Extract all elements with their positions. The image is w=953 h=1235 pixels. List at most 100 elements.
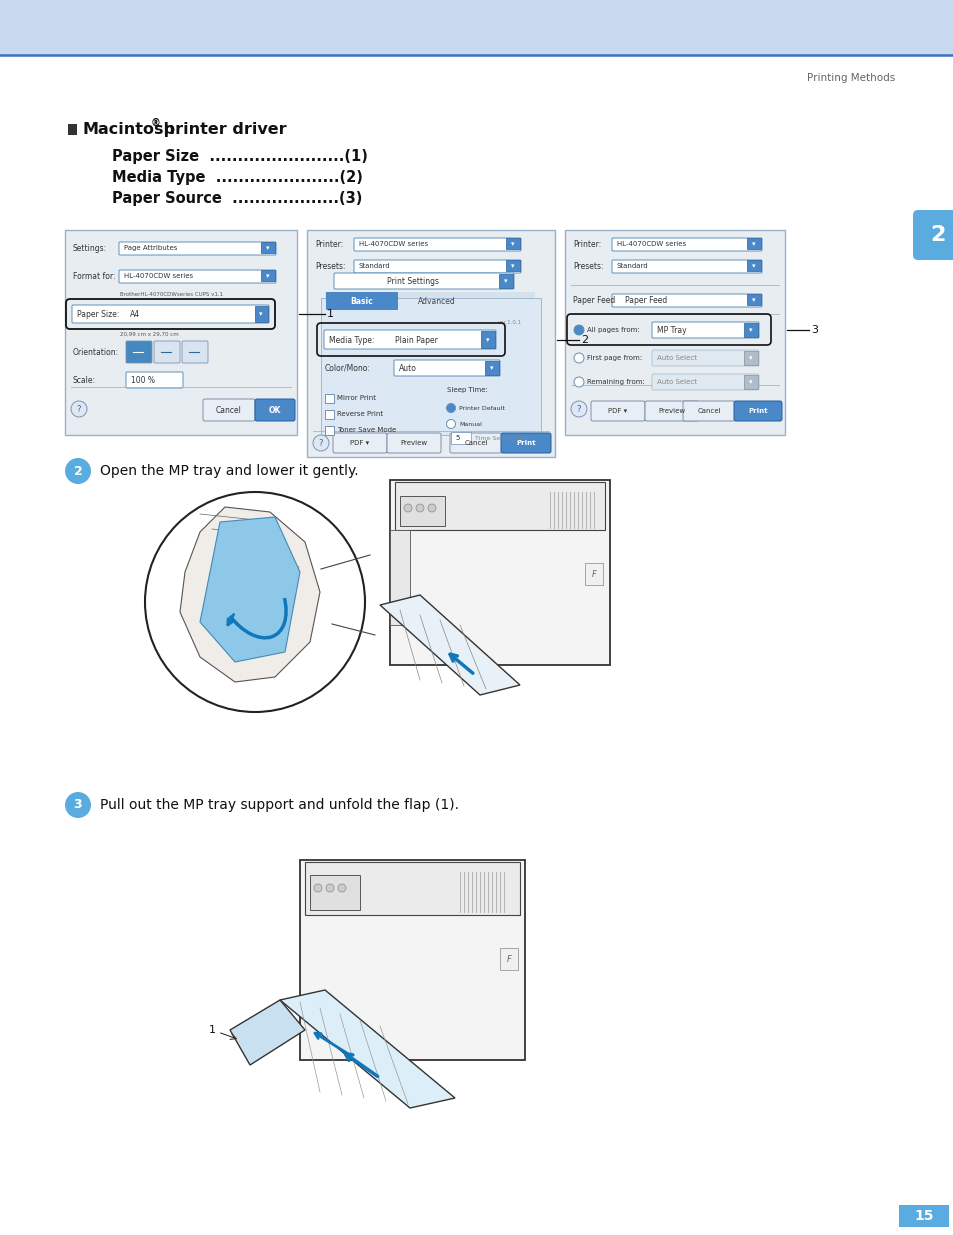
Text: BrotherHL-4070CDWseries CUPS v1.1: BrotherHL-4070CDWseries CUPS v1.1 — [120, 291, 223, 296]
Circle shape — [326, 884, 334, 892]
Text: Media Type:: Media Type: — [329, 336, 375, 345]
FancyBboxPatch shape — [71, 305, 269, 324]
FancyBboxPatch shape — [612, 294, 761, 308]
Polygon shape — [230, 1000, 305, 1065]
Text: Reverse Print: Reverse Print — [336, 411, 383, 417]
Text: Format for:: Format for: — [73, 272, 115, 280]
Text: Auto Select: Auto Select — [657, 379, 697, 385]
Text: Paper Size  ........................(1): Paper Size ........................(1) — [112, 148, 368, 163]
FancyBboxPatch shape — [299, 860, 524, 1060]
Text: ▾: ▾ — [511, 241, 515, 247]
FancyBboxPatch shape — [394, 359, 499, 375]
FancyBboxPatch shape — [65, 230, 296, 435]
Text: ▾: ▾ — [748, 379, 752, 385]
Text: Printer:: Printer: — [314, 240, 343, 248]
Text: printer driver: printer driver — [158, 121, 286, 137]
Text: 3: 3 — [810, 325, 817, 335]
FancyBboxPatch shape — [334, 273, 514, 289]
Circle shape — [574, 377, 583, 387]
Text: Preview: Preview — [400, 440, 427, 446]
Circle shape — [65, 458, 91, 484]
Text: F: F — [591, 569, 596, 578]
Circle shape — [65, 792, 91, 818]
FancyBboxPatch shape — [153, 341, 180, 363]
FancyBboxPatch shape — [644, 401, 699, 421]
Text: All pages from:: All pages from: — [586, 327, 639, 333]
FancyBboxPatch shape — [203, 399, 254, 421]
Text: 2: 2 — [73, 464, 82, 478]
Text: F: F — [506, 955, 511, 963]
Circle shape — [71, 401, 87, 417]
Circle shape — [571, 401, 586, 417]
Text: Paper Size:: Paper Size: — [77, 310, 119, 319]
Text: Orientation:: Orientation: — [73, 347, 119, 357]
Text: Print: Print — [516, 440, 536, 446]
Text: PDF ▾: PDF ▾ — [350, 440, 369, 446]
FancyBboxPatch shape — [182, 341, 208, 363]
Circle shape — [574, 353, 583, 363]
Text: ▾: ▾ — [748, 327, 752, 333]
FancyBboxPatch shape — [651, 374, 759, 390]
Bar — [505, 261, 519, 270]
Circle shape — [314, 884, 322, 892]
Text: Toner Save Mode: Toner Save Mode — [336, 427, 395, 433]
Text: 5: 5 — [455, 435, 459, 441]
Text: ▾: ▾ — [752, 263, 755, 269]
Bar — [68, 124, 77, 135]
Text: ▾: ▾ — [486, 337, 489, 343]
Text: HL-4070CDW series: HL-4070CDW series — [617, 241, 685, 247]
FancyBboxPatch shape — [912, 210, 953, 261]
Text: Scale:: Scale: — [73, 375, 96, 384]
FancyBboxPatch shape — [126, 341, 152, 363]
Text: 20,99 cm x 29,70 cm: 20,99 cm x 29,70 cm — [120, 331, 178, 336]
Text: Remaining from:: Remaining from: — [586, 379, 644, 385]
Text: ▾: ▾ — [752, 241, 755, 247]
FancyBboxPatch shape — [682, 401, 734, 421]
Text: Mirror Print: Mirror Print — [336, 395, 375, 401]
FancyBboxPatch shape — [307, 230, 555, 457]
FancyBboxPatch shape — [500, 433, 551, 453]
Text: ▾: ▾ — [490, 366, 494, 370]
Text: Printing Methods: Printing Methods — [806, 73, 894, 83]
FancyBboxPatch shape — [590, 401, 644, 421]
Text: A4: A4 — [130, 310, 140, 319]
FancyBboxPatch shape — [333, 433, 387, 453]
Text: ▾: ▾ — [266, 273, 270, 279]
Text: 15: 15 — [913, 1209, 933, 1223]
Bar — [325, 394, 334, 403]
Bar — [743, 351, 758, 366]
Circle shape — [403, 504, 412, 513]
Bar — [743, 324, 758, 337]
Text: Cancel: Cancel — [697, 408, 720, 414]
FancyBboxPatch shape — [387, 433, 440, 453]
Bar — [746, 261, 760, 270]
Text: ®: ® — [151, 119, 161, 128]
Bar — [325, 291, 535, 310]
Bar — [451, 432, 471, 445]
Text: Plain Paper: Plain Paper — [395, 336, 437, 345]
Text: ▾: ▾ — [752, 296, 755, 303]
Text: First page from:: First page from: — [586, 354, 641, 361]
Bar — [399, 496, 444, 526]
Text: 2: 2 — [929, 225, 944, 245]
Text: ?: ? — [76, 405, 81, 414]
Text: ▾: ▾ — [748, 354, 752, 361]
Text: Settings:: Settings: — [73, 243, 107, 252]
Text: Printer Default: Printer Default — [458, 405, 504, 410]
Circle shape — [416, 504, 423, 513]
Polygon shape — [379, 595, 519, 695]
FancyBboxPatch shape — [254, 399, 294, 421]
Text: Presets:: Presets: — [314, 262, 345, 270]
Polygon shape — [200, 517, 299, 662]
Bar — [743, 375, 758, 389]
Text: 3: 3 — [73, 799, 82, 811]
Bar — [325, 410, 334, 419]
Text: Sleep Time:: Sleep Time: — [447, 387, 487, 393]
Text: Advanced: Advanced — [417, 296, 456, 305]
FancyBboxPatch shape — [324, 330, 496, 350]
Text: Presets:: Presets: — [573, 262, 603, 270]
Text: Auto Select: Auto Select — [657, 354, 697, 361]
FancyBboxPatch shape — [564, 230, 784, 435]
Text: ▾: ▾ — [266, 245, 270, 251]
Text: ▾: ▾ — [504, 278, 507, 284]
